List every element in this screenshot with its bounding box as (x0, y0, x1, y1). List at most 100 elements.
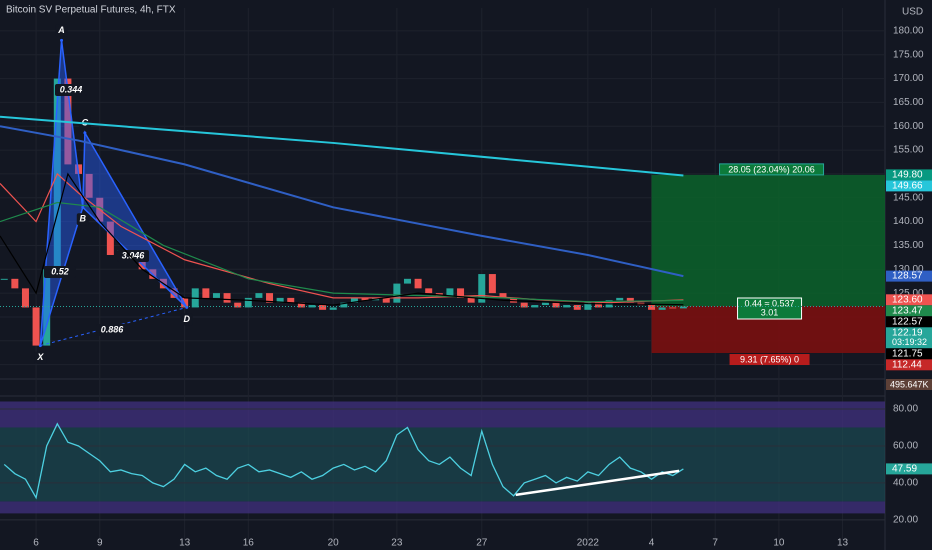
price-tag-label: 149.80 (892, 170, 923, 181)
candle (202, 288, 210, 298)
y-tick-label: 180.00 (893, 26, 924, 37)
candle (616, 297, 624, 301)
y-tick-label: 175.00 (893, 49, 924, 60)
x-tick-label: 2022 (577, 538, 600, 549)
ratio-label: 0.52 (51, 266, 69, 276)
pattern-point (38, 344, 42, 348)
label-box (180, 313, 193, 326)
pattern-leg (40, 306, 187, 347)
ratio-label: 0.344 (60, 84, 83, 94)
candle (43, 269, 51, 346)
candle (594, 302, 602, 308)
band-fill (0, 427, 885, 502)
target-zone (651, 174, 885, 307)
candle (552, 302, 560, 308)
candle (21, 288, 29, 308)
price-tag (886, 316, 932, 328)
center-label: 0.44 ≈ 0.537 (745, 298, 795, 308)
volume-tag (886, 379, 932, 390)
price-tag-label: 121.75 (892, 348, 923, 359)
x-tick-label: 20 (328, 538, 340, 549)
candle (276, 297, 284, 303)
candle (457, 288, 465, 298)
candle (319, 305, 327, 310)
label-box (55, 84, 87, 96)
candle (234, 302, 242, 308)
currency: USD (902, 7, 923, 18)
overbought-zone (0, 401, 885, 428)
price-tag-label: 112.44 (892, 359, 922, 370)
candle (308, 305, 316, 308)
target-label: 28.05 (23.04%) 20.06 (728, 164, 815, 174)
y-tick-label: 155.00 (893, 145, 924, 156)
candle (361, 297, 369, 301)
candle (467, 297, 475, 303)
x-tick-label: 10 (773, 538, 785, 549)
pattern-label: A (57, 25, 65, 35)
x-tick-label: 16 (243, 538, 255, 549)
candle (32, 307, 40, 346)
candle (626, 297, 634, 303)
label-box (55, 24, 68, 37)
ratio-label: 0.886 (101, 324, 125, 334)
y-tick-label: 125.00 (893, 288, 924, 299)
candle (350, 297, 358, 303)
value-tag (886, 463, 932, 475)
x-tick-label: 23 (391, 538, 403, 549)
value-tag-label: 47.59 (892, 464, 917, 475)
candle (287, 297, 295, 303)
x-tick-label: 7 (712, 538, 718, 549)
candle (0, 278, 8, 280)
candle (212, 293, 220, 298)
candle (499, 293, 507, 298)
candle (669, 307, 677, 309)
label-box (719, 163, 825, 176)
oversold-zone (0, 501, 885, 514)
price-tag-label: 122.19 (892, 327, 923, 338)
candle (425, 288, 433, 294)
label-box (117, 250, 149, 262)
candle (382, 297, 390, 303)
y-tick-label: 20.00 (893, 515, 918, 526)
ratio-label: 3.046 (122, 250, 146, 260)
candle (679, 306, 687, 309)
pattern-point (81, 205, 85, 209)
price-tag-label: 123.60 (892, 294, 923, 305)
candle (170, 288, 178, 298)
candle (106, 221, 114, 255)
center-sublabel: 3.01 (761, 307, 779, 317)
candle (563, 305, 571, 308)
y-tick-label: 170.00 (893, 73, 924, 84)
y-tick-label: 165.00 (893, 97, 924, 108)
y-tick-label: 145.00 (893, 192, 924, 203)
label-box (96, 324, 128, 336)
label-box (76, 213, 89, 226)
x-tick-label: 9 (97, 538, 103, 549)
rsi-line (3, 422, 684, 500)
label-box (737, 297, 803, 320)
price-tag (886, 180, 932, 192)
y-tick-label: 80.00 (893, 404, 918, 415)
stop-label: 9.31 (7.65%) 0 (740, 354, 799, 364)
price-tag (886, 270, 932, 282)
moving-average (0, 201, 684, 303)
y-tick-label: 160.00 (893, 121, 924, 132)
price-tag-label: 122.57 (892, 316, 923, 327)
price-tag-sublabel: 03:19:32 (892, 337, 927, 347)
candle (393, 283, 401, 303)
x-tick-label: 13 (837, 538, 849, 549)
y-tick-label: 140.00 (893, 216, 924, 227)
candle (255, 293, 263, 298)
x-tick-label: 6 (33, 538, 39, 549)
candle (520, 302, 528, 308)
pattern-point (83, 131, 87, 135)
moving-average (0, 115, 684, 177)
candle (488, 274, 496, 294)
candle (573, 305, 581, 310)
pattern-label: C (82, 117, 89, 127)
candle (648, 305, 656, 310)
pattern-label: X (36, 352, 44, 362)
price-tag (886, 359, 932, 371)
